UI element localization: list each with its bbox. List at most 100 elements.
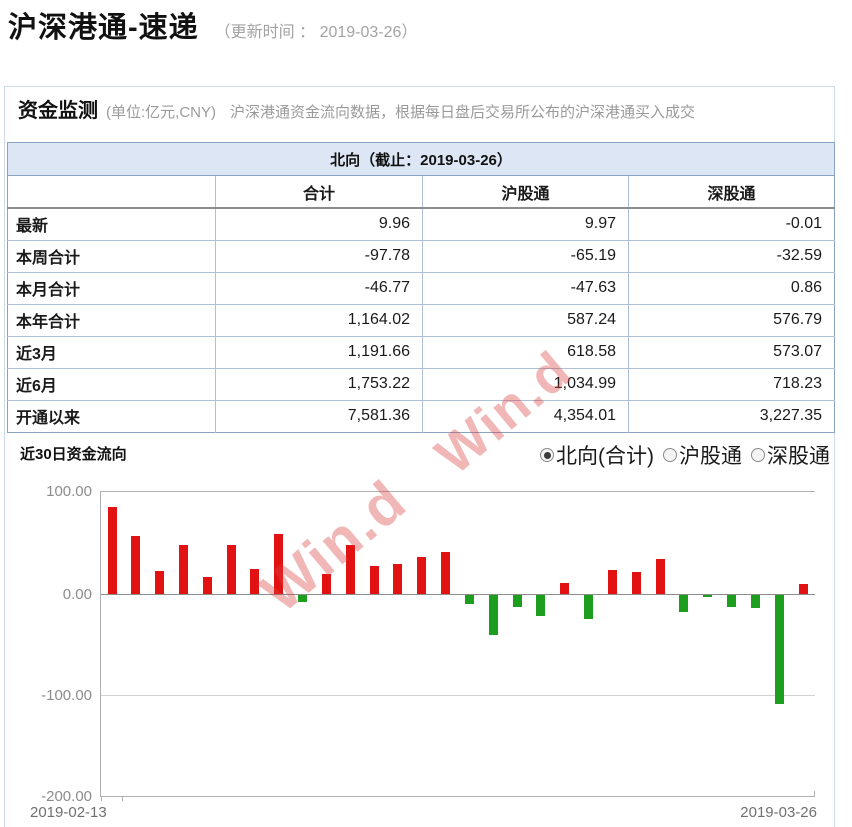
monitor-intro: 资金监测 (单位:亿元,CNY) 沪深港通资金流向数据，根据每日盘后交易所公布的… <box>18 94 696 123</box>
bar-2019-03-13 <box>584 595 594 619</box>
cell-value: 718.23 <box>627 368 835 400</box>
row-label: 开通以来 <box>16 410 81 427</box>
bar-2019-03-12 <box>560 583 570 594</box>
radio-north-total[interactable]: 北向(合计) <box>540 440 654 470</box>
row-label: 本月合计 <box>16 282 81 299</box>
bar-2019-03-26 <box>798 583 808 594</box>
bar-2019-03-15 <box>631 571 641 594</box>
bar-2019-02-18 <box>178 545 188 594</box>
col-header-sz-connect: 深股通 <box>627 175 835 209</box>
x-axis-end-tick <box>814 791 815 797</box>
col-header-empty <box>7 175 216 209</box>
cell-value: 3,227.35 <box>627 400 835 432</box>
gridline-100 <box>100 491 815 492</box>
bar-2019-02-25 <box>298 595 308 603</box>
table-row: 近3月 1,191.66 618.58 573.07 <box>7 336 835 368</box>
gridline-neg100 <box>100 695 815 696</box>
y-tick-label: -100.00 <box>41 687 92 704</box>
cell-value: -65.19 <box>422 240 629 272</box>
section-description: 沪深港通资金流向数据，根据每日盘后交易所公布的沪深港通买入成交 <box>230 104 696 121</box>
cell-value: 1,191.66 <box>215 336 423 368</box>
bar-2019-03-19 <box>679 595 689 613</box>
bar-2019-02-22 <box>274 534 284 594</box>
row-label: 本年合计 <box>16 314 81 331</box>
row-label: 近6月 <box>16 378 57 395</box>
row-label: 最新 <box>16 218 49 236</box>
radio-sz-connect[interactable]: 深股通 <box>751 440 830 470</box>
bar-2019-03-21 <box>727 595 737 607</box>
table-row: 本年合计 1,164.02 587.24 576.79 <box>7 304 835 336</box>
bar-2019-02-28 <box>369 565 379 594</box>
table-row: 最新 9.96 9.97 -0.01 <box>7 208 835 240</box>
cell-value: 9.96 <box>215 208 423 240</box>
cell-value: 9.97 <box>422 208 629 240</box>
bar-2019-03-08 <box>512 595 522 607</box>
x-axis-tick <box>101 796 102 801</box>
radio-selected-icon <box>540 448 554 462</box>
bar-2019-02-15 <box>155 571 165 594</box>
bar-2019-02-19 <box>202 576 212 594</box>
cell-value: -0.01 <box>627 208 835 240</box>
y-axis-line <box>100 491 101 797</box>
cell-value: -46.77 <box>215 272 423 304</box>
cell-value: 618.58 <box>422 336 629 368</box>
cell-value: -32.59 <box>627 240 835 272</box>
radio-unselected-icon <box>663 448 677 462</box>
radio-unselected-icon <box>751 448 765 462</box>
table-row: 本周合计 -97.78 -65.19 -32.59 <box>7 240 835 272</box>
cell-value: 576.79 <box>627 304 835 336</box>
x-axis-tick <box>122 796 123 801</box>
northbound-table: 北向（截止：2019-03-26） 合计 沪股通 深股通 最新 9.96 9.97-… <box>7 142 836 433</box>
series-radio-group: 北向(合计) 沪股通 深股通 <box>540 440 830 470</box>
cell-value: 0.86 <box>627 272 835 304</box>
header: 沪深港通-速递 （更新时间 ： 2019-03-26） <box>8 4 417 46</box>
bar-2019-03-25 <box>774 595 784 705</box>
bar-2019-02-20 <box>226 545 236 594</box>
y-tick-label: 100.00 <box>46 483 92 500</box>
update-time: （更新时间 ： 2019-03-26） <box>214 24 418 41</box>
col-header-total: 合计 <box>215 175 423 209</box>
table-row: 近6月 1,753.22 1,034.99 718.23 <box>7 368 835 400</box>
cell-value: 7,581.36 <box>215 400 423 432</box>
northbound-table-wrap: 北向（截止：2019-03-26） 合计 沪股通 深股通 最新 9.96 9.97-… <box>7 142 836 433</box>
radio-sh-connect[interactable]: 沪股通 <box>663 440 742 470</box>
bar-2019-03-11 <box>536 595 546 616</box>
y-tick-label: 0.00 <box>62 586 92 603</box>
y-tick-label: -200.00 <box>41 788 92 805</box>
bar-2019-03-14 <box>607 569 617 594</box>
table-title-row: 北向（截止：2019-03-26） <box>7 142 835 176</box>
bar-2019-03-05 <box>441 551 451 594</box>
table-row: 开通以来 7,581.36 4,354.01 3,227.35 <box>8 400 835 432</box>
cell-value: 1,034.99 <box>422 368 629 400</box>
bar-2019-02-26 <box>321 574 331 594</box>
bar-2019-03-18 <box>655 559 665 594</box>
bar-2019-03-20 <box>703 595 713 597</box>
bar-2019-02-21 <box>250 569 260 594</box>
bar-2019-03-06 <box>464 595 474 605</box>
col-header-sh-connect: 沪股通 <box>422 175 629 209</box>
cell-value: -47.63 <box>422 272 629 304</box>
bar-2019-03-01 <box>393 563 403 594</box>
flow-bar-chart <box>0 491 852 811</box>
gridline-neg200 <box>100 796 815 797</box>
section-heading: 资金监测 <box>18 100 98 122</box>
table-row: 本月合计 -46.77 -47.63 0.86 <box>7 272 835 304</box>
gridline-zero <box>100 594 815 595</box>
chart-title: 近30日资金流向 <box>20 446 127 463</box>
unit-note: (单位:亿元,CNY) <box>106 104 216 121</box>
cell-value: 573.07 <box>627 336 835 368</box>
bar-2019-02-27 <box>345 544 355 594</box>
cell-value: 1,753.22 <box>215 368 423 400</box>
cell-value: 4,354.01 <box>422 400 629 432</box>
bar-2019-03-22 <box>750 595 760 608</box>
row-label: 近3月 <box>16 346 57 363</box>
table-title: 北向（截止：2019-03-26） <box>7 142 835 176</box>
cell-value: -97.78 <box>215 240 423 272</box>
bar-2019-02-13 <box>107 507 117 594</box>
bar-2019-03-07 <box>488 595 498 635</box>
page-title: 沪深港通-速递 <box>8 12 199 44</box>
bar-2019-03-04 <box>417 557 427 594</box>
bar-2019-02-14 <box>131 536 141 594</box>
cell-value: 1,164.02 <box>215 304 423 336</box>
row-label: 本周合计 <box>16 250 81 267</box>
